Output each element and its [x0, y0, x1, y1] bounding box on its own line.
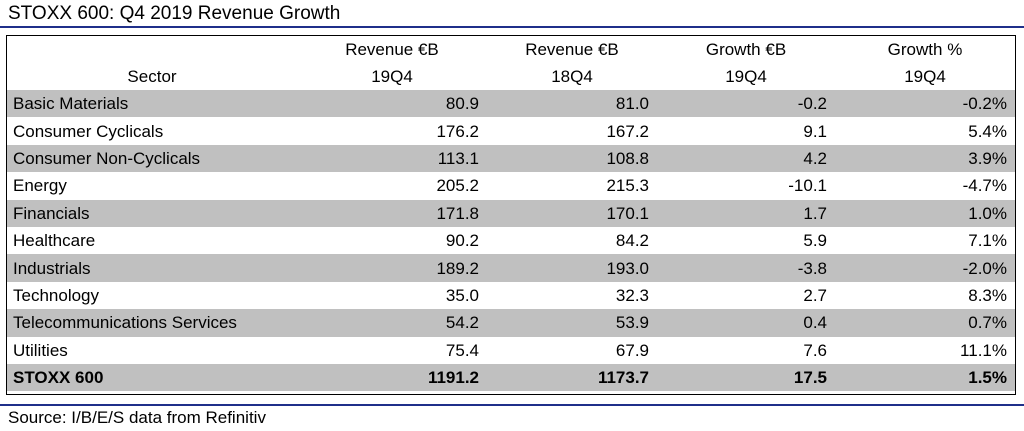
cell-rev-19q4: 35.0	[445, 285, 479, 305]
title-rule	[0, 26, 1024, 28]
table-row: Consumer Non-Cyclicals 113.1 108.8 4.2 3.9%	[7, 144, 1015, 173]
cell-sector: Energy	[13, 176, 67, 196]
cell-growth-pct: -0.2%	[835, 90, 1015, 118]
table-row: Consumer Cyclicals 176.2 167.2 9.1 5.4%	[7, 117, 1015, 144]
cell-sector: STOXX 600	[7, 363, 297, 392]
table-frame	[6, 35, 1016, 395]
header-rev-19q4-line1: Revenue €B	[345, 40, 439, 59]
cell-rev-18q4: 67.9	[615, 340, 649, 360]
cell-growth-eur: -10.1	[788, 176, 827, 196]
cell-sector: Healthcare	[13, 231, 96, 251]
cell-growth-eur: -3.8	[657, 254, 835, 282]
header-growth-eur-line2: 19Q4	[725, 67, 767, 86]
cell-growth-pct: 3.9%	[835, 144, 1015, 173]
cell-rev-18q4: 193.0	[487, 254, 657, 282]
source-rule	[0, 404, 1024, 406]
table-row: Industrials 189.2 193.0 -3.8 -2.0%	[7, 254, 1015, 282]
table-row: Utilities 75.4 67.9 7.6 11.1%	[7, 337, 1015, 364]
cell-growth-pct: 1.5%	[835, 363, 1015, 392]
cell-rev-18q4: 167.2	[606, 121, 649, 141]
cell-sector: Utilities	[13, 340, 68, 360]
cell-rev-19q4: 54.2	[297, 309, 487, 337]
cell-sector: Consumer Cyclicals	[13, 121, 164, 141]
header-growth-pct-line2: 19Q4	[904, 67, 946, 86]
cell-rev-19q4: 113.1	[297, 144, 487, 173]
cell-growth-eur: 0.4	[657, 309, 835, 337]
header-row-2: Sector 19Q4 18Q4 19Q4 19Q4	[7, 63, 1015, 90]
cell-sector: Telecommunications Services	[7, 309, 297, 337]
cell-rev-18q4: 170.1	[487, 199, 657, 227]
cell-growth-eur: -0.2	[657, 90, 835, 118]
cell-growth-pct: 7.1%	[968, 231, 1007, 251]
cell-growth-eur: 4.2	[657, 144, 835, 173]
table-row: Basic Materials 80.9 81.0 -0.2 -0.2%	[7, 90, 1015, 118]
cell-rev-18q4: 1173.7	[487, 363, 657, 392]
cell-rev-18q4: 108.8	[487, 144, 657, 173]
cell-growth-eur: 5.9	[803, 231, 827, 251]
cell-rev-19q4: 75.4	[445, 340, 479, 360]
cell-sector: Consumer Non-Cyclicals	[7, 144, 297, 173]
cell-growth-pct: 8.3%	[968, 285, 1007, 305]
cell-growth-eur: 1.7	[657, 199, 835, 227]
cell-growth-eur: 9.1	[803, 121, 827, 141]
header-row-1: Revenue €B Revenue €B Growth €B Growth %	[7, 36, 1015, 63]
table-row: Telecommunications Services 54.2 53.9 0.4 0.…	[7, 309, 1015, 337]
cell-rev-18q4: 84.2	[615, 231, 649, 251]
header-rev-18q4-line1: Revenue €B	[525, 40, 619, 59]
cell-sector: Basic Materials	[7, 90, 297, 118]
table-row: Healthcare 90.2 84.2 5.9 7.1%	[7, 227, 1015, 254]
cell-rev-19q4: 1191.2	[297, 363, 487, 392]
cell-growth-pct: -4.7%	[962, 176, 1007, 196]
page-title: STOXX 600: Q4 2019 Revenue Growth	[8, 3, 341, 24]
cell-rev-19q4: 205.2	[436, 176, 479, 196]
cell-growth-pct: 11.1%	[960, 340, 1007, 360]
header-sector-line2: Sector	[127, 67, 177, 86]
cell-rev-19q4: 80.9	[297, 90, 487, 118]
table-row: Energy 205.2 215.3 -10.1 -4.7%	[7, 172, 1015, 199]
cell-growth-eur: 2.7	[803, 285, 827, 305]
table-row: Financials 171.8 170.1 1.7 1.0%	[7, 199, 1015, 227]
header-sector-line1	[7, 36, 297, 63]
table-row: Technology 35.0 32.3 2.7 8.3%	[7, 282, 1015, 309]
cell-sector: Industrials	[7, 254, 297, 282]
cell-growth-eur: 17.5	[657, 363, 835, 392]
cell-rev-19q4: 189.2	[297, 254, 487, 282]
cell-rev-18q4: 53.9	[487, 309, 657, 337]
cell-rev-18q4: 32.3	[615, 285, 649, 305]
header-growth-eur-line1: Growth €B	[705, 40, 787, 59]
table-body: Basic Materials 80.9 81.0 -0.2 -0.2% Consumer…	[7, 90, 1015, 392]
total-row: STOXX 600 1191.2 1173.7 17.5 1.5%	[7, 363, 1015, 392]
cell-rev-19q4: 171.8	[297, 199, 487, 227]
header-growth-pct-line1: Growth %	[887, 40, 963, 59]
cell-growth-pct: 1.0%	[835, 199, 1015, 227]
cell-growth-pct: 5.4%	[968, 121, 1007, 141]
cell-rev-19q4: 90.2	[445, 231, 479, 251]
cell-rev-19q4: 176.2	[436, 121, 479, 141]
header-rev-18q4-line2: 18Q4	[551, 67, 593, 86]
source-note: Source: I/B/E/S data from Refinitiv	[8, 408, 266, 427]
cell-rev-18q4: 81.0	[487, 90, 657, 118]
revenue-growth-table: Revenue €B Revenue €B Growth €B Growth %…	[7, 36, 1015, 392]
cell-growth-pct: 0.7%	[835, 309, 1015, 337]
cell-sector: Technology	[13, 285, 100, 305]
cell-rev-18q4: 215.3	[606, 176, 649, 196]
cell-sector: Financials	[7, 199, 297, 227]
cell-growth-eur: 7.6	[803, 340, 827, 360]
header-rev-19q4-line2: 19Q4	[371, 67, 413, 86]
cell-growth-pct: -2.0%	[835, 254, 1015, 282]
